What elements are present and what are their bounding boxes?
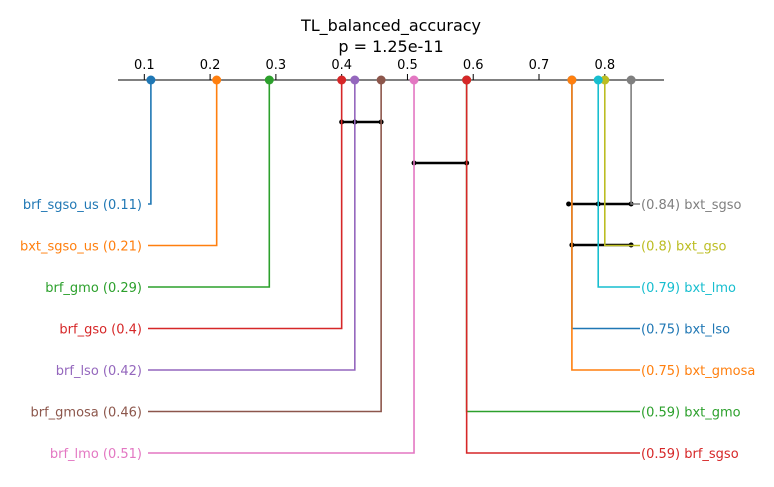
tick-label: 0.6 — [463, 58, 484, 73]
connector-bxt_sgso_us — [148, 80, 218, 247]
method-labels: brf_sgso_us (0.11) bxt_sgso_us (0.21) brf_… — [20, 198, 755, 462]
tick-label: 0.3 — [266, 58, 287, 73]
rank-marker-bxt_sgso_us — [212, 75, 222, 85]
method-label-bxt_gso: (0.8) bxt_gso — [641, 240, 727, 255]
connector-brf_lmo — [148, 80, 415, 454]
tick-label: 0.1 — [134, 58, 155, 73]
rank-marker-brf_gmo — [264, 75, 274, 85]
rank-marker-brf_lso — [350, 75, 360, 85]
method-label-brf_gso: brf_gso (0.4) — [59, 323, 142, 338]
rank-marker-bxt_gso — [600, 75, 610, 85]
rank-marker-brf_gmosa — [376, 75, 386, 85]
chart-title: TL_balanced_accuracy — [300, 16, 481, 36]
method-label-brf_gmosa: brf_gmosa (0.46) — [30, 406, 142, 421]
method-label-bxt_gmosa: (0.75) bxt_gmosa — [641, 364, 755, 379]
cd-group-point — [566, 201, 572, 207]
chart-subtitle: p = 1.25e-11 — [338, 37, 443, 56]
method-label-bxt_lso: (0.75) bxt_lso — [641, 323, 730, 338]
axis-ticks: 0.1 0.2 0.3 0.4 0.5 0.6 0.7 0.8 — [134, 58, 615, 80]
connector-brf_lso — [148, 80, 356, 371]
rank-marker-bxt_gmosa — [567, 75, 577, 85]
method-label-brf_sgso: (0.59) brf_sgso — [641, 447, 739, 462]
tick-label: 0.7 — [529, 58, 550, 73]
connector-brf_gmo — [148, 80, 271, 288]
tick-label: 0.4 — [331, 58, 352, 73]
connector-brf_sgso_us — [148, 80, 152, 205]
method-label-bxt_sgso_us: bxt_sgso_us (0.21) — [20, 240, 142, 255]
connector-brf_sgso — [465, 80, 640, 454]
tick-label: 0.5 — [397, 58, 418, 73]
connector-brf_gmosa — [148, 80, 382, 413]
rank-marker-brf_sgso_us — [146, 75, 156, 85]
method-label-brf_lso: brf_lso (0.42) — [56, 364, 142, 379]
cd-groups — [339, 119, 634, 248]
connector-bxt_gso — [603, 80, 640, 247]
rank-marker-brf_lmo — [409, 75, 419, 85]
method-label-brf_lmo: brf_lmo (0.51) — [50, 447, 142, 462]
rank-marker-brf_sgso — [462, 75, 472, 85]
method-connectors — [146, 75, 640, 454]
rank-marker-brf_gso — [337, 75, 347, 85]
connector-bxt_gmosa — [571, 80, 640, 371]
method-label-bxt_gmo: (0.59) bxt_gmo — [641, 406, 741, 421]
method-label-brf_sgso_us: brf_sgso_us (0.11) — [23, 198, 142, 213]
rank-marker-bxt_sgso — [626, 75, 636, 85]
tick-label: 0.8 — [594, 58, 615, 73]
method-label-bxt_lmo: (0.79) bxt_lmo — [641, 281, 736, 296]
method-label-bxt_sgso: (0.84) bxt_sgso — [641, 198, 742, 213]
method-label-brf_gmo: brf_gmo (0.29) — [45, 281, 142, 296]
rank-marker-bxt_lmo — [593, 75, 603, 85]
tick-label: 0.2 — [200, 58, 221, 73]
connector-bxt_lmo — [597, 80, 640, 288]
connector-brf_gso — [148, 80, 343, 330]
connector-bxt_sgso — [630, 80, 640, 205]
